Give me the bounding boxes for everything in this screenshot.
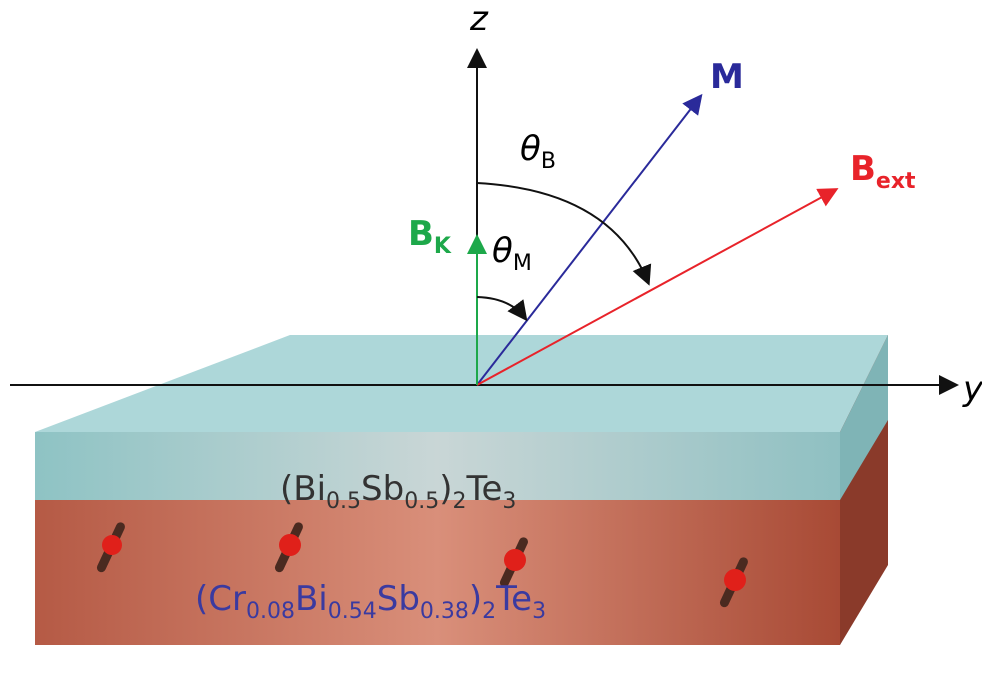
b-ext-label: Bext [850,149,916,194]
theta-m-arc [477,297,525,318]
subscript: 2 [482,599,496,624]
subscript: 0.08 [246,599,295,624]
formula-text: Bi [295,579,328,619]
m-label: M [710,57,744,97]
subscript: 3 [502,489,516,514]
subscript: 0.38 [420,599,469,624]
subscript: 2 [452,489,466,514]
b-k-label: BK [408,214,452,259]
formula-text: Te [465,469,502,509]
formula-text: Te [495,579,532,619]
subscript: 3 [532,599,546,624]
formula-text: Sb [377,579,420,619]
formula-text: ) [439,469,452,509]
theta-b-label: θB [520,129,556,174]
subscript: 0.5 [404,489,439,514]
diagram: z y M Bext BK θB θM (Bi0.5Sb0.5)2Te3 (Cr… [0,0,982,675]
top-layer-label: (Bi0.5Sb0.5)2Te3 [280,469,516,514]
y-label: y [962,369,982,409]
z-label: z [469,0,489,39]
formula-text: ) [469,579,482,619]
subscript: 0.54 [328,599,377,624]
theta-m-label: θM [492,231,532,276]
formula-text: (Bi [280,469,326,509]
formula-text: (Cr [195,579,246,619]
formula-text: Sb [361,469,404,509]
subscript: 0.5 [326,489,361,514]
